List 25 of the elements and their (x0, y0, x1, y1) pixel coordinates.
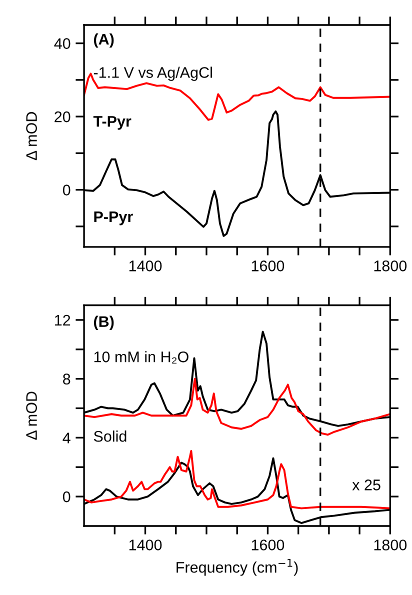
x-axis-title: Frequency (cm$^{−1}$) (176, 558, 298, 576)
y-tick-label: 0 (62, 184, 70, 196)
annotation: 10 mM in H₂O (94, 351, 188, 364)
y-tick-label: 4 (62, 432, 70, 444)
y-tick-label: 12 (55, 314, 70, 326)
annotation: Solid (94, 430, 126, 442)
line-series (84, 450, 390, 510)
y-tick-label: 20 (54, 111, 70, 122)
annotation: (A) (94, 33, 114, 48)
y-axis-title: Δ mOD (26, 392, 37, 440)
annotation: -1.1 V vs Ag/AgCl (94, 66, 212, 81)
annotation: (B) (94, 316, 114, 330)
y-tick-label: 40 (54, 38, 70, 49)
series-label: P-Pyr (94, 212, 133, 226)
x-tick-label: 1400 (129, 540, 162, 550)
series-label: T-Pyr (93, 116, 132, 130)
y-tick-label: 0 (62, 491, 70, 502)
y-tick-label: 8 (63, 374, 70, 385)
x-tick-label: 1600 (252, 260, 284, 272)
annotation: x 25 (352, 480, 380, 490)
y-axis-title: Δ mOD (26, 112, 37, 160)
x-tick-label: 1800 (374, 260, 407, 272)
x-tick-label: 1400 (129, 260, 162, 272)
x-tick-label: 1600 (252, 540, 284, 550)
x-tick-label: 1800 (374, 540, 407, 550)
